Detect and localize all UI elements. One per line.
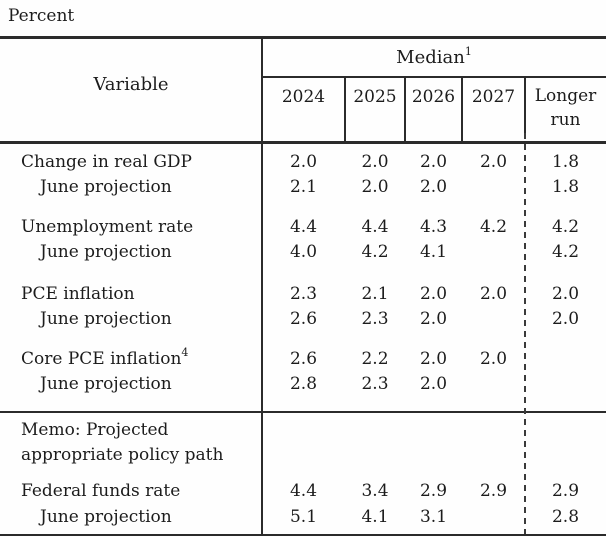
value-2024: 4.0 — [289, 242, 318, 262]
value-longer-run — [525, 372, 606, 396]
memo-heading: Memo: Projected appropriate policy path — [0, 418, 262, 468]
value-2026: 2.0 — [419, 349, 448, 369]
table-row-unemployment: Unemployment rate 4.4 4.4 4.3 4.2 4.2 — [0, 215, 606, 239]
divider-variable-column — [261, 36, 263, 536]
value-2026: 2.0 — [419, 152, 448, 172]
value-2024: 2.8 — [289, 374, 318, 394]
value-2027: 2.9 — [479, 481, 508, 501]
value-2025: 4.4 — [361, 217, 389, 237]
row-label: PCE inflation — [21, 284, 135, 304]
value-2024: 5.1 — [289, 507, 318, 527]
rule-bottom — [0, 534, 606, 536]
row-label: June projection — [40, 507, 172, 527]
value-2027: 4.2 — [479, 217, 508, 237]
dashed-divider-longer-run — [523, 133, 526, 534]
value-longer-run: 2.0 — [551, 309, 580, 329]
value-2027 — [462, 240, 525, 264]
value-2027 — [462, 372, 525, 396]
table-row-core-pce-june: June projection 2.8 2.3 2.0 — [0, 372, 606, 396]
table-row-fed-funds-june: June projection 5.1 4.1 3.1 2.8 — [0, 505, 606, 529]
divider-2026-2027 — [461, 76, 463, 143]
value-2025: 2.3 — [361, 309, 389, 329]
table-row-gdp-june: June projection 2.1 2.0 2.0 1.8 — [0, 175, 606, 199]
row-label: Unemployment rate — [21, 217, 194, 237]
column-header-2027: 2027 — [471, 87, 516, 107]
table-row-pce-june: June projection 2.6 2.3 2.0 2.0 — [0, 307, 606, 331]
value-2025: 2.2 — [361, 349, 389, 369]
longer-run-line2: run — [550, 110, 581, 130]
value-longer-run — [525, 347, 606, 371]
row-label: Core PCE inflation4 — [21, 346, 189, 369]
column-header-2024: 2024 — [281, 87, 326, 107]
rule-above-memo — [0, 411, 606, 413]
table-row-fed-funds: Federal funds rate 4.4 3.4 2.9 2.9 2.9 — [0, 479, 606, 503]
value-longer-run: 4.2 — [551, 242, 580, 262]
value-2025: 2.0 — [361, 152, 389, 172]
value-2027: 2.0 — [479, 349, 508, 369]
value-2024: 2.6 — [289, 309, 318, 329]
rule-top — [0, 36, 606, 39]
value-2025: 2.0 — [361, 177, 389, 197]
divider-2024-2025 — [344, 76, 346, 143]
value-2027: 2.0 — [479, 152, 508, 172]
column-header-2026: 2026 — [411, 87, 456, 107]
row-label: June projection — [40, 177, 172, 197]
median-footnote-marker: 1 — [464, 45, 472, 58]
memo-line1: Memo: Projected — [21, 420, 169, 440]
unit-label: Percent — [8, 6, 75, 26]
value-2026: 4.3 — [419, 217, 448, 237]
footnote-marker: 4 — [181, 346, 189, 360]
value-2025: 4.1 — [361, 507, 389, 527]
value-2027 — [462, 505, 525, 529]
value-2026: 2.0 — [419, 284, 448, 304]
memo-line2: appropriate policy path — [21, 445, 224, 465]
value-2024: 4.4 — [289, 481, 318, 501]
value-2026: 3.1 — [419, 507, 448, 527]
row-label: June projection — [40, 309, 172, 329]
value-longer-run: 1.8 — [551, 152, 580, 172]
value-longer-run: 2.9 — [551, 481, 580, 501]
rule-under-header — [0, 141, 606, 144]
value-2024: 2.3 — [289, 284, 318, 304]
value-longer-run: 4.2 — [551, 217, 580, 237]
row-label: June projection — [40, 242, 172, 262]
value-2024: 2.0 — [289, 152, 318, 172]
value-2027 — [462, 175, 525, 199]
row-label: June projection — [40, 374, 172, 394]
value-2024: 2.1 — [289, 177, 318, 197]
median-label: Median — [396, 47, 465, 68]
value-2025: 2.3 — [361, 374, 389, 394]
longer-run-line1: Longer — [534, 86, 597, 106]
table-row-unemployment-june: June projection 4.0 4.2 4.1 4.2 — [0, 240, 606, 264]
value-2026: 4.1 — [419, 242, 448, 262]
value-2026: 2.0 — [419, 309, 448, 329]
divider-2027-longer-run — [524, 76, 526, 133]
value-2025: 4.2 — [361, 242, 389, 262]
column-header-median: Median1 — [262, 46, 606, 70]
row-label: Federal funds rate — [21, 481, 181, 501]
value-longer-run: 1.8 — [551, 177, 580, 197]
value-2025: 2.1 — [361, 284, 389, 304]
column-header-2025: 2025 — [353, 87, 397, 107]
table-row-pce-inflation: PCE inflation 2.3 2.1 2.0 2.0 2.0 — [0, 282, 606, 306]
value-2024: 4.4 — [289, 217, 318, 237]
table-row-gdp: Change in real GDP 2.0 2.0 2.0 2.0 1.8 — [0, 150, 606, 174]
row-label: Change in real GDP — [21, 152, 192, 172]
value-2026: 2.9 — [419, 481, 448, 501]
value-2027: 2.0 — [479, 284, 508, 304]
value-longer-run: 2.8 — [551, 507, 580, 527]
column-header-variable: Variable — [93, 73, 169, 95]
value-2027 — [462, 307, 525, 331]
rule-under-median — [262, 76, 606, 78]
value-2026: 2.0 — [419, 374, 448, 394]
column-header-longer-run: Longer run — [525, 84, 606, 132]
divider-2025-2026 — [404, 76, 406, 143]
value-2024: 2.6 — [289, 349, 318, 369]
value-longer-run: 2.0 — [551, 284, 580, 304]
value-2026: 2.0 — [419, 177, 448, 197]
value-2025: 3.4 — [361, 481, 389, 501]
table-row-core-pce: Core PCE inflation4 2.6 2.2 2.0 2.0 — [0, 347, 606, 371]
